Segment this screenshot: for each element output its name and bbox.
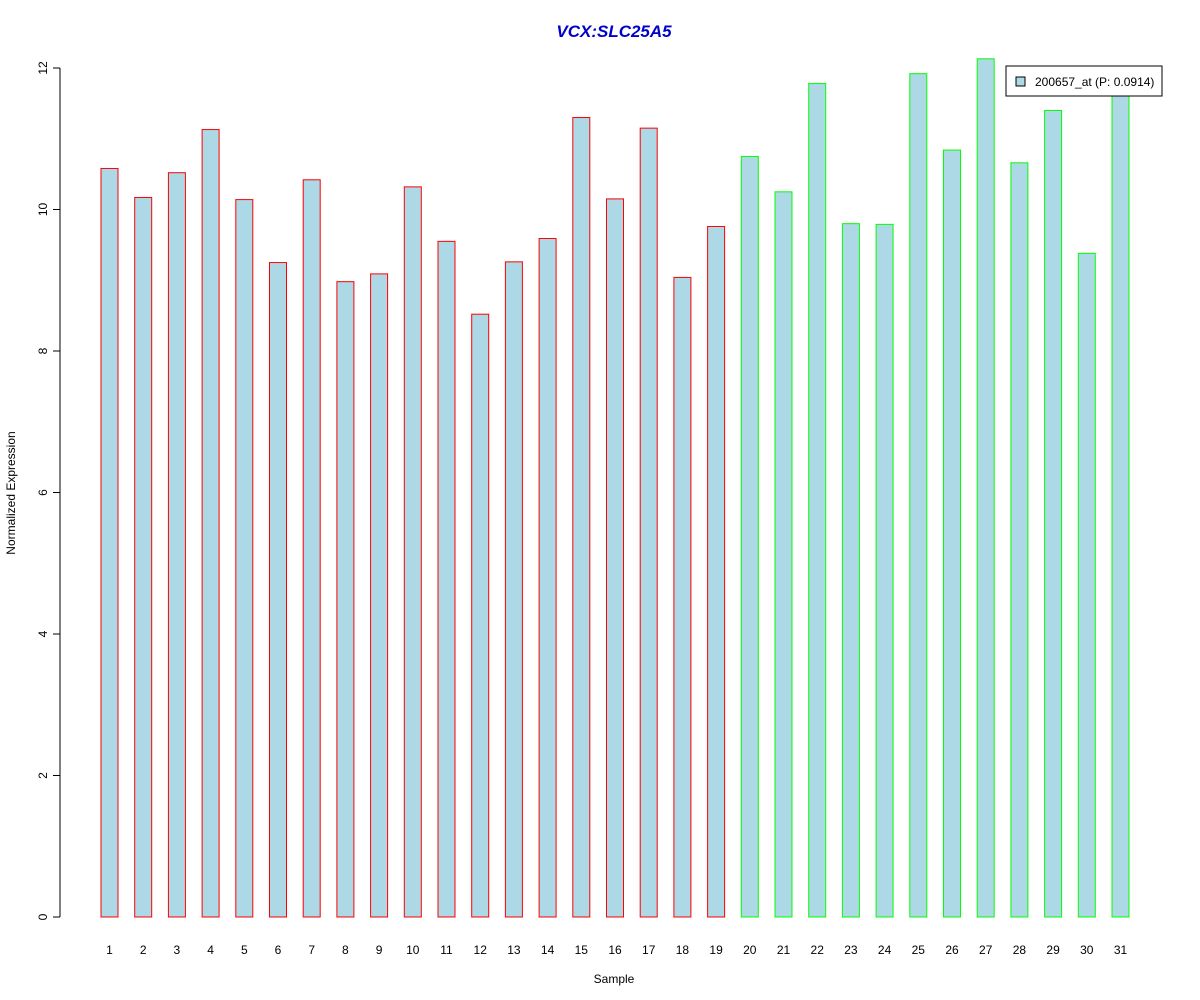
bar-sample-9 [370, 273, 389, 918]
y-axis: 0 2 4 6 8 10 12 [36, 61, 61, 920]
x-tick-label: 2 [140, 943, 147, 957]
x-tick-label: 17 [642, 943, 656, 957]
x-tick-label: 26 [945, 943, 959, 957]
x-tick-label: 23 [844, 943, 858, 957]
x-tick-label: 21 [777, 943, 791, 957]
bars [100, 58, 1130, 918]
bar-sample-22 [808, 83, 827, 918]
bar-sample-5 [235, 199, 254, 918]
bar-sample-11 [437, 240, 456, 918]
bar-sample-1 [100, 167, 119, 918]
bar-sample-19 [707, 225, 726, 918]
x-tick-label: 18 [676, 943, 690, 957]
x-tick-label: 27 [979, 943, 993, 957]
bar-sample-16 [606, 198, 624, 918]
x-tick-label: 6 [275, 943, 282, 957]
bar-sample-10 [403, 186, 422, 918]
bar-sample-12 [471, 313, 490, 918]
x-tick-label: 30 [1080, 943, 1094, 957]
y-tick-label: 2 [36, 772, 50, 779]
x-tick-label: 1 [106, 943, 113, 957]
bar-sample-27 [976, 58, 995, 918]
bar-sample-17 [639, 127, 658, 918]
bar-sample-14 [538, 238, 557, 918]
bar-sample-28 [1010, 162, 1029, 918]
x-tick-label: 29 [1046, 943, 1060, 957]
legend-swatch [1015, 76, 1026, 87]
y-tick-label: 6 [36, 489, 50, 496]
x-tick-labels: 1 2 3 4 5 6 7 8 9 10 11 12 13 14 15 16 17 18 19 20 21 22 23 24 2… [106, 943, 1127, 957]
x-tick-label: 22 [811, 943, 825, 957]
bar-sample-24 [875, 223, 894, 918]
x-tick-label: 15 [575, 943, 589, 957]
x-tick-label: 3 [174, 943, 181, 957]
y-tick-label: 4 [36, 630, 50, 637]
legend-box [1005, 65, 1163, 97]
bar-sample-15 [572, 117, 591, 918]
bar-sample-25 [909, 73, 928, 918]
y-axis-label: Normalized Expression [4, 431, 18, 554]
x-tick-label: 7 [308, 943, 315, 957]
bar-sample-8 [336, 281, 355, 918]
bar-sample-18 [673, 276, 692, 918]
bar-sample-7 [302, 179, 321, 918]
y-tick-label: 8 [36, 347, 50, 354]
x-tick-label: 5 [241, 943, 248, 957]
bar-sample-20 [740, 155, 759, 918]
bar-sample-4 [201, 129, 220, 918]
bar-sample-29 [1044, 109, 1063, 918]
x-tick-label: 10 [406, 943, 420, 957]
x-tick-label: 25 [912, 943, 926, 957]
bar-sample-23 [841, 223, 860, 918]
bar-sample-3 [167, 172, 186, 918]
x-tick-label: 13 [507, 943, 521, 957]
chart-title: VCX:SLC25A5 [556, 22, 672, 41]
bar-sample-2 [134, 196, 153, 918]
y-tick-label: 12 [36, 61, 50, 75]
x-tick-label: 31 [1114, 943, 1128, 957]
x-tick-label: 11 [440, 943, 453, 957]
x-tick-label: 19 [709, 943, 723, 957]
y-tick-label: 10 [36, 203, 50, 217]
bar-sample-13 [504, 261, 523, 918]
x-tick-label: 9 [376, 943, 383, 957]
x-tick-label: 24 [878, 943, 892, 957]
x-tick-label: 20 [743, 943, 757, 957]
x-tick-label: 28 [1013, 943, 1027, 957]
x-axis-label: Sample [594, 972, 635, 986]
bar-sample-26 [943, 149, 961, 918]
legend-label: 200657_at (P: 0.0914) [1035, 75, 1154, 89]
y-tick-label: 0 [36, 913, 50, 920]
x-tick-label: 14 [541, 943, 555, 957]
x-tick-label: 4 [207, 943, 214, 957]
bar-sample-30 [1077, 252, 1096, 918]
bar-sample-21 [774, 191, 793, 918]
bar-sample-31 [1111, 85, 1130, 918]
x-tick-label: 12 [474, 943, 488, 957]
legend: 200657_at (P: 0.0914) [1005, 65, 1163, 97]
x-tick-label: 8 [342, 943, 349, 957]
bar-sample-6 [269, 262, 287, 918]
x-tick-label: 16 [608, 943, 622, 957]
